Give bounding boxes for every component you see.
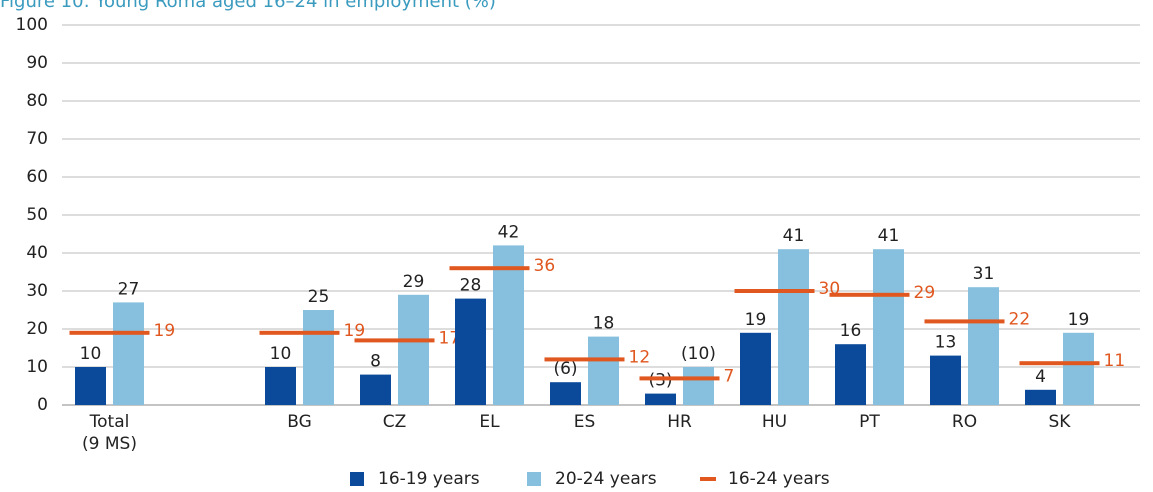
data-label: 17 [439,328,461,348]
x-tick-label: ES [573,412,596,432]
data-label: 4 [1035,367,1046,387]
y-tick-label: 30 [26,281,48,301]
y-tick-label: 100 [16,15,48,35]
data-label: (3) [648,371,672,391]
data-label: 7 [724,366,735,386]
marker-line [924,319,1005,324]
bar [1063,332,1094,405]
bar [113,302,144,405]
chart-title: Figure 10: Young Roma aged 16–24 in empl… [0,0,496,12]
data-label: (6) [553,359,577,379]
y-tick-label: 10 [26,357,48,377]
x-tick-label: Total (9 MS) [82,412,137,454]
y-tick-label: 90 [26,53,48,73]
bar [1025,389,1056,405]
y-tick-label: 80 [26,91,48,111]
y-tick-label: 70 [26,129,48,149]
data-label: 41 [783,226,805,246]
data-label: 19 [745,310,767,330]
marker-line [544,357,625,362]
data-label: 42 [498,222,520,242]
marker-line [1019,361,1100,366]
data-label: 16 [840,321,862,341]
bar [303,310,334,405]
data-label: 19 [344,321,366,341]
x-tick-label: HU [761,412,788,432]
data-label: 18 [593,314,615,334]
marker-line [449,266,530,271]
bar [75,367,106,405]
y-tick-label: 60 [26,167,48,187]
data-label: 8 [370,352,381,372]
data-label: 41 [878,226,900,246]
bar [645,393,676,405]
x-tick-label: PT [859,412,880,432]
bar [493,245,524,405]
bar [588,336,619,405]
bar [835,344,866,405]
bar [398,294,429,405]
data-label: 19 [1068,310,1090,330]
marker-line [69,330,150,335]
data-label: 29 [403,272,425,292]
legend-swatch [350,472,364,486]
data-label: 25 [308,287,330,307]
data-label: 12 [629,347,651,367]
bar [265,367,296,405]
data-label: 22 [1009,309,1031,329]
data-label: 36 [534,256,556,276]
marker-line [829,292,910,297]
y-tick-label: 20 [26,319,48,339]
data-label: (10) [681,344,716,364]
data-label: 10 [80,344,102,364]
x-tick-label: CZ [382,412,407,432]
bar [683,367,714,405]
legend-label: 20-24 years [555,469,657,489]
bar [740,332,771,405]
x-tick-label: SK [1048,412,1071,432]
marker-line [354,338,435,343]
data-label: 29 [914,283,936,303]
legend-swatch [700,477,716,481]
y-tick-label: 50 [26,205,48,225]
data-label: 19 [154,321,176,341]
legend-label: 16-24 years [728,469,830,489]
legend-swatch [527,472,541,486]
data-label: 10 [270,344,292,364]
data-label: 28 [460,276,482,296]
bar [550,382,581,405]
marker-line [734,289,815,293]
bar [778,249,809,405]
bar [455,298,486,405]
bar [968,287,999,405]
marker-line [639,376,720,381]
y-tick-label: 40 [26,243,48,263]
x-tick-label: RO [951,412,978,432]
x-tick-label: HR [667,412,692,432]
bar [873,249,904,405]
legend-label: 16-19 years [378,469,480,489]
bar [930,355,961,405]
data-label: 13 [935,333,957,353]
x-tick-label: BG [287,412,312,432]
bar [360,374,391,405]
x-tick-label: EL [479,412,500,432]
data-label: 27 [118,279,140,299]
data-label: 11 [1104,351,1126,371]
data-label: 31 [973,264,995,284]
y-tick-label: 0 [37,395,48,415]
marker-line [259,330,340,335]
